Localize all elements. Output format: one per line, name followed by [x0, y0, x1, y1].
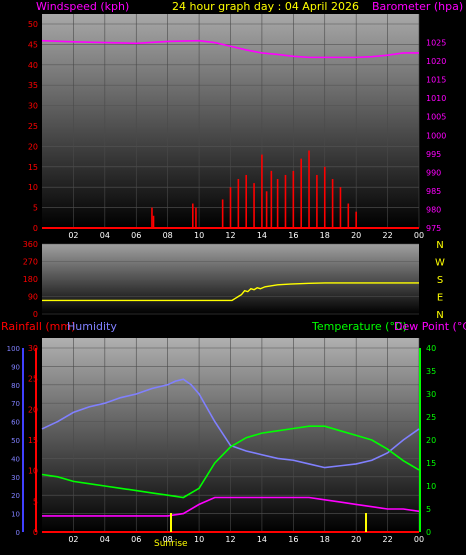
dewpoint-line: [42, 496, 420, 517]
humidity-tick-label: 20: [11, 492, 20, 500]
rainfall-axis-title: Rainfall (mm): [1, 320, 75, 333]
rainfall-tick-label: 15: [28, 436, 38, 445]
x-tick-label: 02: [68, 535, 78, 544]
humidity-tick-label: 90: [11, 363, 20, 371]
rainfall-tick-label: 25: [28, 375, 38, 384]
humidity-tick-label: 10: [11, 511, 20, 519]
wind-direction-line: [42, 282, 419, 302]
compass-label: E: [437, 293, 443, 304]
barometer-tick-label: 995: [426, 150, 441, 159]
x-tick-label: 12: [225, 231, 235, 240]
temperature-tick-label: 35: [426, 367, 436, 376]
humidity-axis-title: Humidity: [67, 320, 117, 333]
sunrise-label: Sunrise: [154, 539, 188, 549]
x-tick-label: 02: [68, 231, 78, 240]
humidity-tick-label: 80: [11, 382, 20, 390]
x-tick-label: 08: [163, 535, 173, 544]
x-tick-label: 18: [320, 535, 330, 544]
barometer-tick-label: 975: [426, 224, 441, 233]
temperature-line: [41, 425, 420, 499]
barometer-tick-label: 1005: [426, 113, 446, 122]
x-tick-label: 14: [257, 231, 267, 240]
compass-label: N: [436, 240, 443, 251]
temperature-axis-title: Temperature (°C): [311, 320, 407, 333]
humidity-tick-label: 50: [11, 437, 20, 445]
compass-label: W: [435, 258, 445, 269]
barometer-axis-title: Barometer (hpa): [372, 0, 463, 13]
windspeed-tick-label: 25: [28, 122, 38, 131]
windspeed-tick-label: 20: [28, 142, 38, 151]
x-tick-label: 08: [163, 231, 173, 240]
barometer-tick-label: 1015: [426, 76, 446, 85]
humidity-tick-label: 70: [11, 400, 20, 408]
x-tick-label: 04: [100, 535, 110, 544]
x-tick-label: 20: [351, 535, 361, 544]
temperature-tick-label: 25: [426, 413, 436, 422]
x-tick-label: 10: [194, 535, 204, 544]
temperature-tick-label: 5: [426, 505, 431, 514]
barometer-tick-label: 1025: [426, 39, 446, 48]
chart-title: 24 hour graph day : 04 April 2026: [172, 0, 359, 13]
x-tick-label: 14: [257, 535, 267, 544]
temperature-tick-label: 15: [426, 459, 436, 468]
rainfall-tick-label: 30: [28, 344, 38, 353]
humidity-line: [41, 378, 420, 469]
barometer-tick-label: 980: [426, 205, 441, 214]
windspeed-tick-label: 45: [28, 40, 38, 49]
x-tick-label: 16: [288, 535, 298, 544]
x-tick-label: 00: [414, 231, 424, 240]
windspeed-tick-label: 40: [28, 61, 38, 70]
direction-tick-label: 270: [23, 258, 38, 267]
humidity-tick-label: 60: [11, 419, 20, 427]
x-tick-label: 06: [131, 535, 141, 544]
windspeed-axis-title: Windspeed (kph): [36, 0, 129, 13]
x-tick-label: 16: [288, 231, 298, 240]
temperature-tick-label: 40: [426, 344, 436, 353]
x-tick-label: 22: [382, 231, 392, 240]
dewpoint-axis-title: Dew Point (°C): [394, 320, 466, 333]
barometer-tick-label: 1020: [426, 57, 446, 66]
x-tick-label: 04: [100, 231, 110, 240]
windspeed-tick-label: 35: [28, 81, 38, 90]
windspeed-tick-label: 50: [28, 20, 38, 29]
x-tick-label: 12: [225, 535, 235, 544]
windspeed-tick-label: 30: [28, 102, 38, 111]
compass-label: S: [437, 275, 443, 286]
direction-tick-label: 90: [28, 293, 38, 302]
rainfall-tick-label: 0: [33, 528, 38, 537]
compass-label: N: [436, 310, 443, 321]
humidity-tick-label: 100: [7, 345, 20, 353]
temperature-tick-label: 20: [426, 436, 436, 445]
direction-tick-label: 360: [23, 240, 38, 249]
humidity-tick-label: 30: [11, 474, 20, 482]
barometer-line: [41, 39, 419, 59]
barometer-tick-label: 1010: [426, 94, 446, 103]
x-tick-label: 00: [414, 535, 424, 544]
x-tick-label: 18: [320, 231, 330, 240]
windspeed-tick-label: 0: [33, 224, 38, 233]
barometer-tick-label: 990: [426, 168, 441, 177]
x-tick-label: 20: [351, 231, 361, 240]
direction-tick-label: 0: [33, 310, 38, 319]
temperature-tick-label: 10: [426, 482, 436, 491]
rainfall-tick-label: 20: [28, 405, 38, 414]
humidity-tick-label: 40: [11, 455, 20, 463]
windspeed-tick-label: 15: [28, 163, 38, 172]
temperature-tick-label: 30: [426, 390, 436, 399]
rainfall-tick-label: 10: [28, 467, 38, 476]
humidity-tick-label: 0: [16, 529, 20, 537]
x-tick-label: 22: [382, 535, 392, 544]
direction-tick-label: 180: [23, 275, 38, 284]
temperature-tick-label: 0: [426, 528, 431, 537]
x-tick-label: 06: [131, 231, 141, 240]
windspeed-tick-label: 10: [28, 183, 38, 192]
barometer-tick-label: 985: [426, 187, 441, 196]
barometer-tick-label: 1000: [426, 131, 446, 140]
windspeed-tick-label: 5: [33, 204, 38, 213]
x-tick-label: 10: [194, 231, 204, 240]
